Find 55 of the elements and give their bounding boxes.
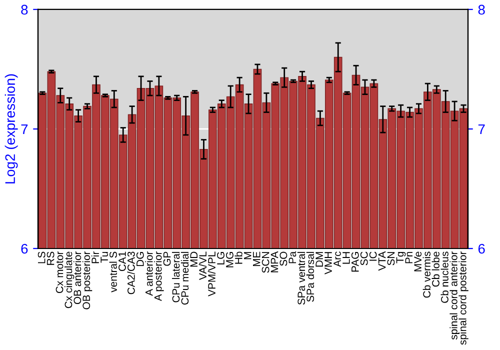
x-tick-label: MG (226, 252, 234, 268)
x-tick-label: Pa (288, 251, 296, 264)
x-tick-label: GP (163, 252, 171, 266)
x-tick-label: ME (253, 252, 260, 266)
x-tick-label: SN (387, 252, 395, 266)
y-tick-label: 7 (21, 124, 28, 134)
y2-tick-label: 7 (478, 124, 485, 134)
x-tick-label: M (244, 252, 252, 260)
x-tick-label: SPa dorsal (306, 252, 314, 302)
x-tick-label: A posterior (154, 251, 164, 302)
x-tick-label: CPu medial (180, 252, 189, 305)
x-tick-label: Hb (234, 252, 242, 264)
x-tick-label: Cx motor (56, 251, 64, 293)
x-tick-label: Cb lobe (432, 252, 440, 287)
x-tick-label: OB posterior (82, 251, 92, 310)
x-tick-label: LS (38, 252, 46, 264)
y-tick-label: 6 (21, 244, 28, 254)
x-tick-label: VPM/VPL (208, 252, 216, 296)
x-tick-label: SO (280, 252, 288, 266)
x-tick-label: CA1 (118, 252, 126, 272)
x-tick-label: LH (342, 252, 350, 264)
y2-tick-label: 8 (478, 4, 485, 15)
y-axis-title: Log2 (expression) (4, 74, 18, 184)
x-tick-label: VTA (378, 251, 386, 271)
x-tick-label: Pn (405, 252, 412, 264)
y2-tick-label: 6 (478, 244, 485, 254)
x-tick-label: Arc (334, 252, 341, 267)
x-tick-label: LG (217, 252, 224, 264)
x-tick-label: CA2/CA3 (127, 252, 135, 294)
x-tick-label: DM (316, 252, 323, 267)
x-tick-label: Tg (396, 252, 406, 264)
x-tick-label: SPa ventral (297, 252, 306, 305)
x-tick-label: spinal cord anterior (450, 251, 460, 340)
x-tick-label: IC (369, 252, 377, 261)
x-tick-label: PAG (351, 252, 359, 272)
x-tick-label: Pir (91, 251, 99, 264)
x-tick-label: MPA (270, 251, 278, 272)
x-tick-label: DG (136, 252, 144, 266)
x-tick-label: SCN (262, 252, 270, 273)
x-tick-label: Cb vermis (422, 252, 430, 298)
x-tick-label: OB anterior (73, 251, 82, 304)
x-tick-label: MD (190, 252, 198, 267)
x-tick-label: Tu (100, 252, 108, 263)
x-tick-label: CPu lateral (172, 252, 180, 302)
x-tick-label: ventral S (109, 252, 117, 292)
x-tick-label: MVe (414, 252, 422, 272)
x-tick-label: Cb nucleus (440, 252, 448, 303)
x-tick-label: spinal cord posterior (458, 251, 468, 345)
y-tick-label: 8 (21, 4, 28, 15)
x-tick-label: RS (46, 252, 54, 265)
x-tick-label: SC (360, 252, 368, 266)
x-tick-label: VMH (324, 252, 332, 274)
x-tick-label: A anterior (145, 251, 153, 296)
x-tick-label: VA/VL (198, 252, 207, 280)
x-tick-label: Cx cingulate (64, 252, 74, 308)
